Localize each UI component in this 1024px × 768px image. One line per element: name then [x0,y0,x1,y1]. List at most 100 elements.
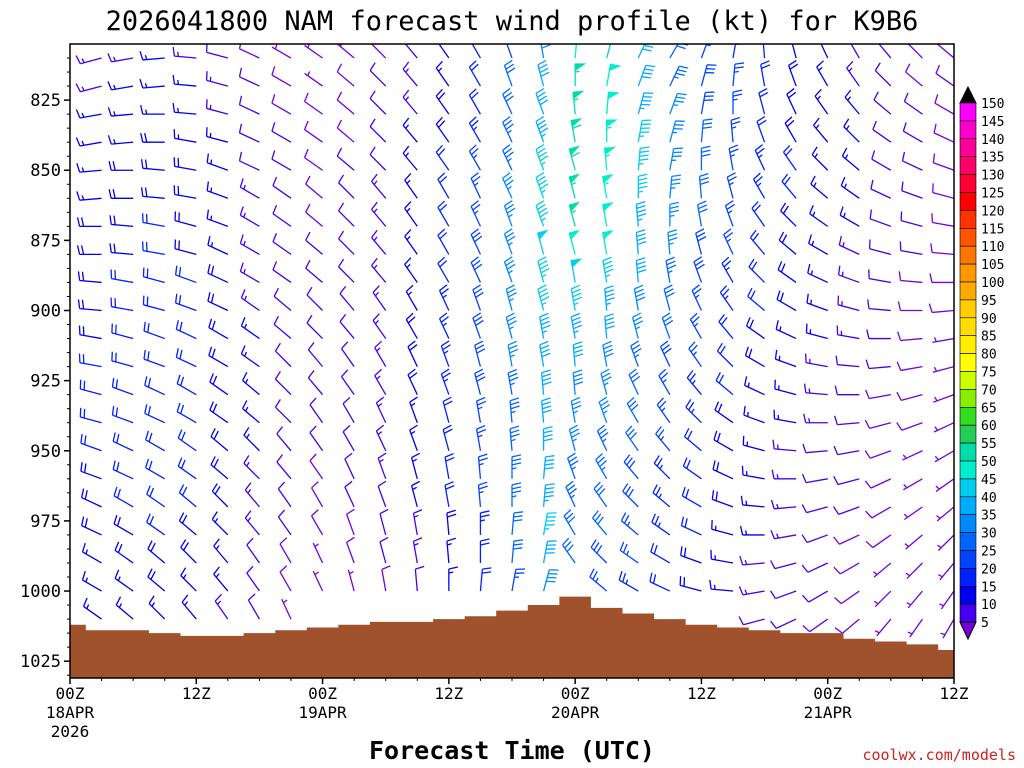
wind-barb [303,148,323,171]
wind-barb [336,147,355,171]
wind-barb [683,428,702,452]
wind-barb [437,228,450,255]
colorbar-swatch [959,514,977,533]
wind-barb [732,89,743,115]
wind-barb [46,273,70,282]
wind-barb [208,346,229,368]
wind-barb [477,481,488,507]
wind-barb [505,284,517,311]
colorbar-swatch [959,460,977,480]
colorbar-swatch [959,228,977,247]
wind-barb [144,404,165,424]
colorbar-label: 25 [981,545,997,560]
wind-barb [620,512,639,536]
wind-barb [751,201,766,227]
wind-barb [339,313,355,339]
colorbar-swatch [959,317,977,336]
wind-barb [479,538,490,563]
colorbar-swatch [959,210,977,229]
colorbar-swatch [959,138,977,158]
wind-barb [781,173,797,199]
wind-barb [835,355,860,368]
wind-barb [936,506,954,522]
wind-barb [541,369,552,395]
wind-barb [814,88,829,115]
wind-barb [864,478,892,489]
wind-barb [509,425,520,451]
wind-barb [874,62,892,87]
wind-barb [304,44,323,59]
wind-barb [336,63,355,87]
wind-barb [935,478,954,492]
wind-barb [570,396,582,423]
wind-barb [570,117,583,143]
wind-barb [402,61,418,87]
colorbar-label: 50 [981,455,997,470]
wind-barb [402,89,418,115]
x-tick-label: 00Z [56,684,85,703]
wind-barb [70,198,71,199]
wind-barb [81,542,102,564]
wind-barb [728,144,739,171]
wind-barb [723,228,734,255]
wind-barb [240,345,260,368]
wind-barb [680,516,702,536]
wind-barb [903,478,923,491]
wind-barb [279,537,292,564]
colorbar-swatch [959,585,977,605]
wind-barb [934,450,954,463]
wind-barb [503,228,516,255]
wind-barb [782,144,797,171]
colorbar-top-arrow [959,85,977,104]
wind-barb [786,88,797,115]
wind-barb [693,256,705,283]
wind-barb [903,506,923,521]
wind-barb [762,44,766,59]
wind-barb [833,415,860,426]
x-tick-label: 12Z [182,684,211,703]
colorbar-label: 40 [981,491,997,506]
wind-barb [446,509,457,535]
wind-barb [402,145,418,171]
colorbar-swatch [959,192,977,211]
colorbar-swatch [959,353,977,372]
wind-barb [305,231,323,255]
wind-barb [338,258,355,283]
wind-barb [80,462,102,480]
wind-barb [142,267,165,284]
wind-barb [272,204,292,227]
wind-barb [75,55,102,65]
wind-barb [479,567,492,592]
wind-barb [932,153,954,171]
wind-barb [70,114,71,115]
wind-barb [239,178,260,199]
wind-barb [141,241,165,256]
wind-barb [741,465,765,480]
wind-barb [511,568,526,592]
wind-barb [625,425,639,452]
wind-barb [637,173,648,199]
wind-barb [147,568,166,592]
wind-barb [273,315,292,340]
wind-barb [438,44,450,59]
wind-barb [568,424,580,451]
wind-barb [271,66,292,87]
wind-barb [70,337,71,339]
wind-barb [346,508,355,536]
wind-barb [468,144,481,171]
wind-barb [110,269,134,284]
colorbar-label: 110 [981,240,1004,255]
wind-barb [503,256,516,283]
wind-barb [865,389,891,400]
wind-barb [780,202,797,227]
wind-barb [901,151,923,171]
wind-barb [311,481,324,508]
wind-barb [865,506,892,519]
wind-barb [177,429,197,452]
wind-barb [669,92,687,115]
wind-barb [336,119,355,143]
wind-barb [338,202,355,227]
wind-barb [928,303,954,314]
wind-barb [174,211,197,227]
